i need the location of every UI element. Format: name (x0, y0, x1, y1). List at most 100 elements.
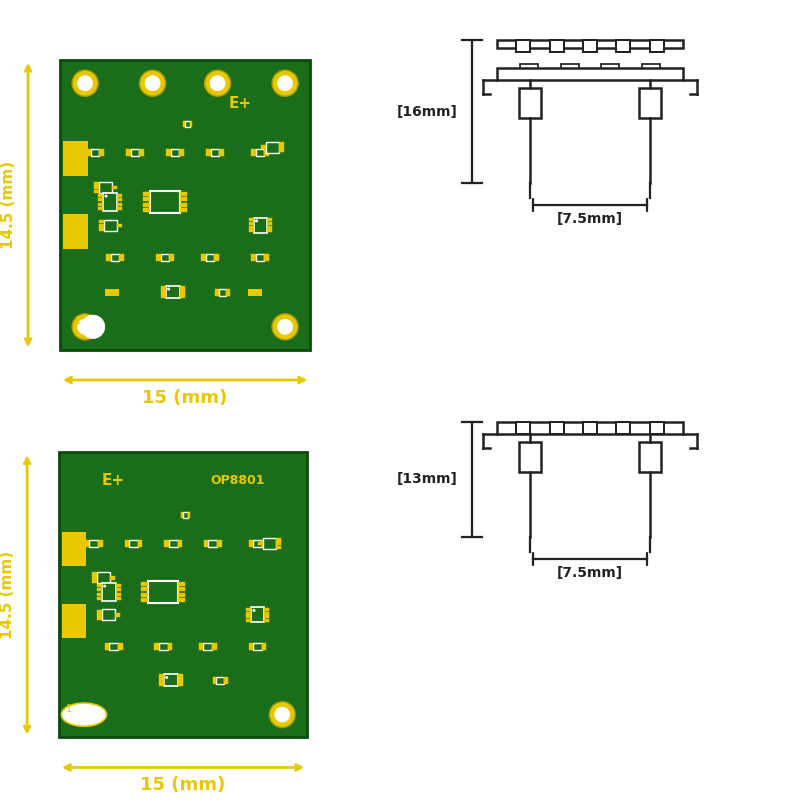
Text: OP8801: OP8801 (210, 474, 265, 487)
Bar (218, 540, 222, 547)
Bar (180, 192, 187, 196)
Text: E+: E+ (229, 96, 252, 111)
Bar (179, 289, 185, 292)
Bar (249, 222, 254, 225)
Bar (105, 642, 110, 650)
Circle shape (139, 70, 166, 96)
Bar (183, 512, 188, 518)
Circle shape (278, 319, 293, 334)
Bar (178, 593, 186, 597)
Bar (178, 582, 186, 586)
Bar (497, 40, 683, 48)
Bar (142, 598, 148, 602)
Circle shape (167, 287, 170, 290)
Bar (188, 512, 190, 518)
Bar (180, 198, 187, 202)
Bar (142, 593, 148, 597)
Text: 14.5 (mm): 14.5 (mm) (1, 161, 16, 249)
Bar (262, 642, 266, 650)
Bar (276, 546, 282, 549)
Text: 1: 1 (66, 704, 72, 714)
Bar (159, 642, 168, 650)
Bar (246, 611, 251, 614)
Bar (178, 683, 182, 686)
Bar (246, 608, 251, 610)
Bar (142, 582, 148, 586)
Bar (602, 64, 619, 80)
Bar (642, 64, 660, 80)
Bar (98, 220, 103, 223)
Bar (179, 286, 185, 289)
Circle shape (165, 676, 168, 679)
Bar (264, 619, 269, 622)
Bar (158, 674, 164, 678)
Bar (59, 453, 307, 738)
Bar (117, 223, 122, 227)
Bar (186, 121, 190, 127)
Bar (164, 540, 169, 547)
Bar (279, 149, 284, 153)
Bar (150, 191, 180, 213)
Bar (249, 642, 253, 650)
Bar (110, 254, 119, 261)
Bar (249, 230, 254, 233)
Bar (583, 40, 597, 52)
Bar (156, 254, 161, 261)
Bar (218, 289, 226, 295)
Bar (103, 220, 117, 231)
Text: 15 (mm): 15 (mm) (142, 389, 228, 407)
Bar (158, 678, 164, 681)
Bar (516, 422, 530, 434)
Circle shape (270, 702, 295, 727)
Bar (179, 150, 184, 156)
Bar (266, 230, 271, 233)
Bar (246, 619, 251, 622)
Text: 1: 1 (74, 316, 81, 326)
Bar (249, 540, 253, 547)
Circle shape (210, 76, 225, 90)
Bar (258, 542, 263, 546)
Bar (143, 208, 150, 212)
Bar (583, 422, 597, 434)
Bar (98, 182, 111, 193)
Bar (178, 587, 186, 591)
Bar (170, 150, 179, 156)
Circle shape (78, 76, 93, 90)
Bar (279, 142, 284, 145)
Bar (116, 584, 121, 587)
Bar (206, 254, 214, 261)
Bar (497, 422, 683, 434)
Bar (199, 642, 203, 650)
Circle shape (78, 319, 93, 334)
Bar (97, 617, 102, 620)
Bar (616, 40, 630, 52)
Bar (117, 194, 122, 197)
Bar (97, 584, 102, 587)
Bar (190, 121, 192, 127)
Bar (183, 121, 186, 127)
Bar (519, 442, 541, 472)
Bar (215, 289, 218, 295)
Text: [16mm]: [16mm] (397, 105, 458, 118)
Text: [7.5mm]: [7.5mm] (557, 566, 623, 580)
Bar (97, 593, 102, 596)
Bar (253, 642, 262, 650)
Bar (256, 150, 265, 156)
Bar (103, 193, 117, 211)
Bar (262, 540, 266, 547)
Bar (110, 642, 118, 650)
Bar (202, 254, 206, 261)
Bar (550, 422, 564, 434)
Bar (98, 198, 103, 202)
Bar (98, 194, 103, 197)
Bar (106, 254, 110, 261)
Bar (212, 642, 217, 650)
Bar (170, 254, 174, 261)
Bar (98, 572, 110, 583)
Bar (265, 254, 269, 261)
Bar (85, 540, 90, 547)
Bar (86, 150, 90, 156)
Bar (519, 88, 541, 118)
Bar (102, 610, 115, 621)
Bar (249, 226, 254, 229)
